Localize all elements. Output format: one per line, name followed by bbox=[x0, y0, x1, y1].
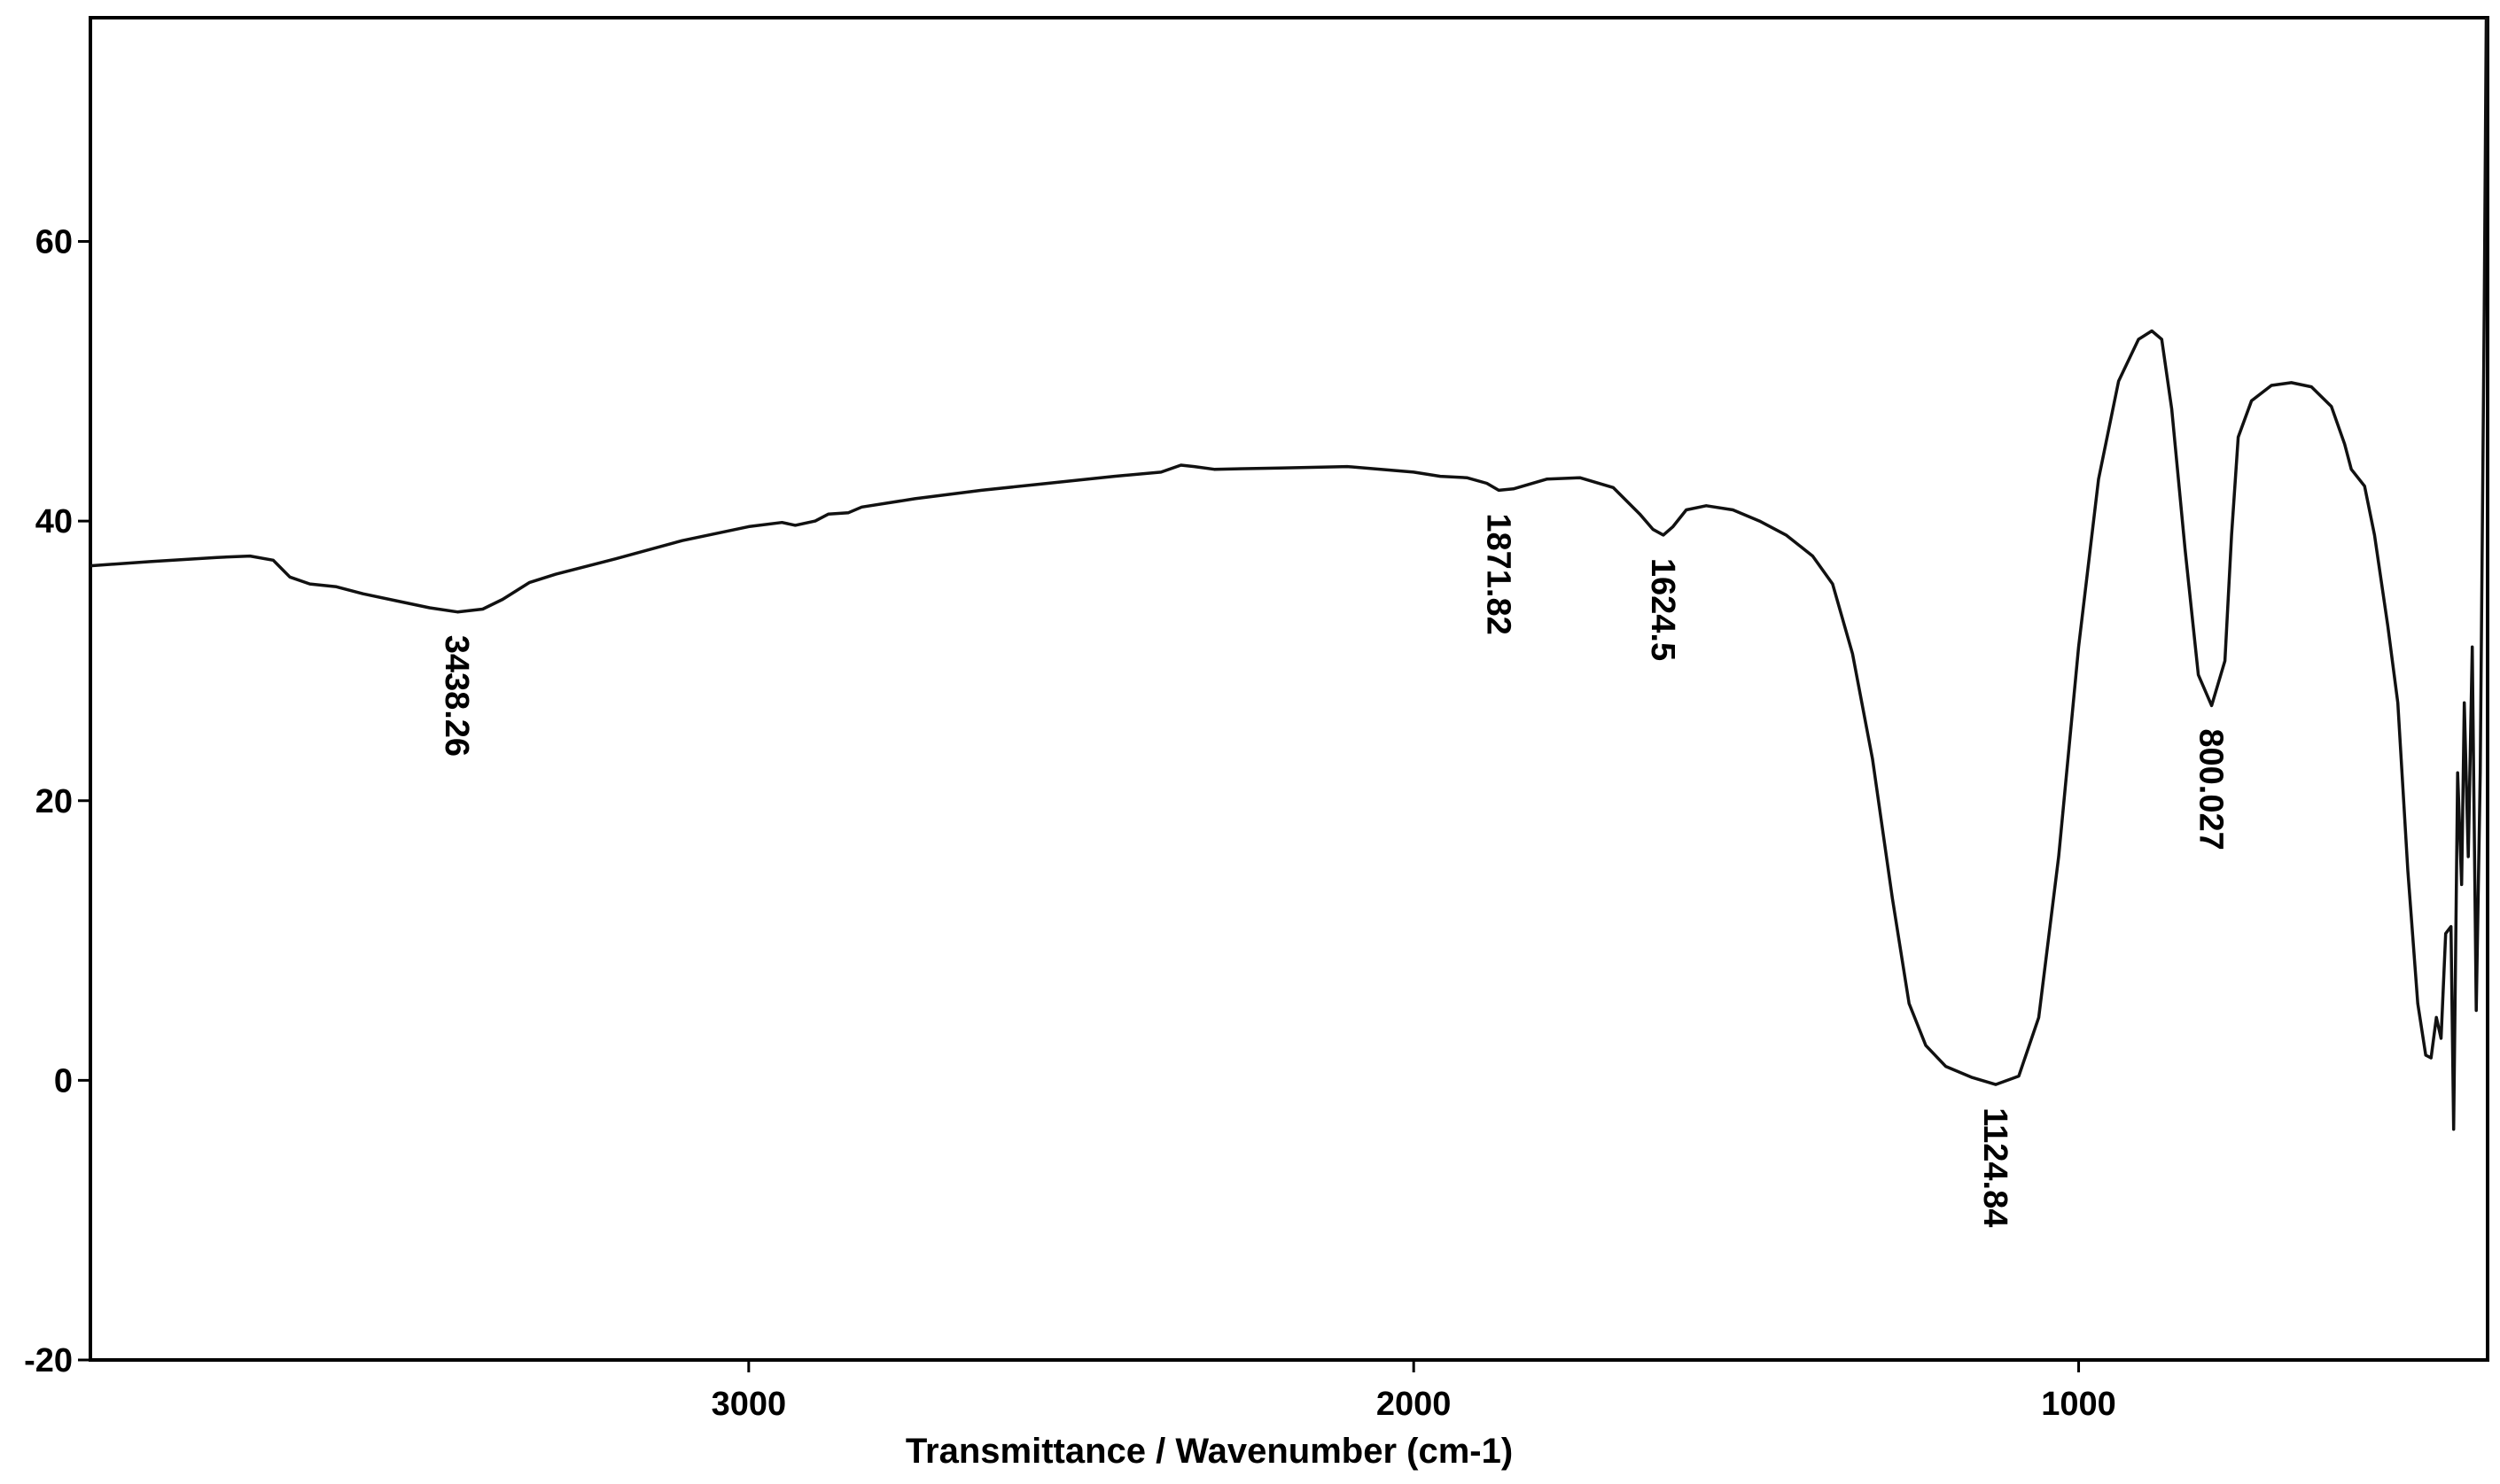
peak-label: 3438.26 bbox=[438, 635, 475, 757]
series-line bbox=[90, 17, 2488, 1131]
peak-label: 800.027 bbox=[2192, 728, 2230, 850]
y-tick-label: 40 bbox=[35, 503, 73, 540]
x-axis-title: Transmittance / Wavenumber (cm-1) bbox=[906, 1432, 1513, 1471]
peak-label: 1871.82 bbox=[1479, 513, 1516, 634]
plot-frame bbox=[89, 16, 2489, 1362]
peak-label: 1624.5 bbox=[1644, 558, 1681, 661]
x-axis: 3000 2000 1000 bbox=[712, 1360, 2116, 1423]
x-tick-label: 3000 bbox=[712, 1386, 787, 1423]
peak-annotations: 3438.26 1871.82 1624.5 1124.84 800.027 bbox=[438, 513, 2230, 1227]
y-tick-label: 0 bbox=[54, 1062, 73, 1099]
y-axis: 60 40 20 0 -20 bbox=[24, 224, 90, 1379]
x-tick-label: 2000 bbox=[1376, 1386, 1452, 1423]
x-tick-label: 1000 bbox=[2041, 1386, 2116, 1423]
y-tick-label: 20 bbox=[35, 783, 73, 820]
peak-label: 1124.84 bbox=[1976, 1107, 2013, 1227]
y-tick-label: 60 bbox=[35, 224, 73, 261]
y-tick-label: -20 bbox=[24, 1342, 73, 1379]
